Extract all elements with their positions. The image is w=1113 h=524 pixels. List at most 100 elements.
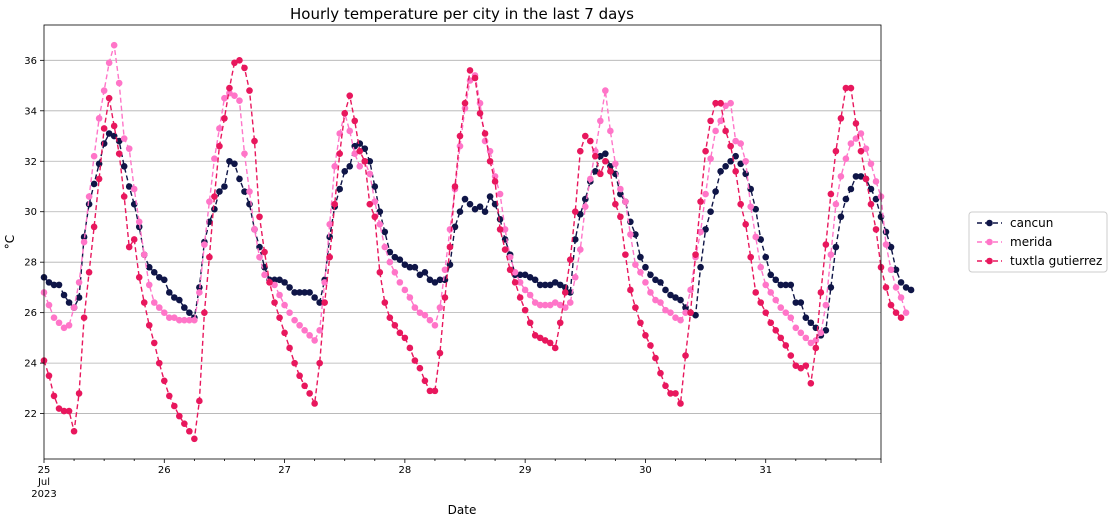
data-point (752, 289, 760, 296)
data-point (381, 243, 389, 251)
data-point (797, 329, 805, 337)
data-point (787, 281, 795, 289)
data-point (672, 294, 679, 301)
data-point (221, 115, 228, 122)
data-point (296, 321, 303, 329)
data-point (125, 183, 133, 190)
data-point (531, 299, 539, 306)
data-point (115, 79, 123, 87)
data-point (391, 268, 399, 276)
data-point (85, 193, 93, 200)
data-point (692, 311, 699, 319)
data-point (231, 160, 238, 168)
data-point (832, 200, 840, 208)
data-point (301, 289, 308, 296)
legend-marker (986, 219, 993, 227)
data-point (326, 253, 333, 261)
data-point (857, 147, 865, 155)
data-point (216, 125, 223, 132)
data-point (241, 188, 248, 195)
data-point (887, 266, 895, 274)
data-point (45, 372, 53, 380)
data-point (346, 163, 354, 170)
data-point (566, 256, 574, 263)
data-point (782, 342, 790, 349)
legend-item: cancun (977, 216, 1053, 230)
data-point (426, 316, 434, 324)
data-point (767, 289, 775, 296)
data-point (451, 223, 459, 231)
data-point (832, 147, 840, 155)
data-point (401, 334, 409, 342)
data-point (281, 301, 288, 309)
data-point (181, 316, 188, 324)
data-point (702, 147, 709, 155)
data-point (657, 299, 664, 306)
data-point (70, 304, 78, 311)
data-point (647, 342, 654, 349)
data-point (135, 218, 143, 226)
data-point (707, 155, 714, 163)
data-point (276, 276, 283, 284)
data-point (882, 284, 890, 291)
data-point (602, 87, 609, 94)
data-point (536, 334, 544, 342)
data-point (617, 213, 624, 221)
data-point (822, 327, 830, 334)
data-point (50, 281, 58, 289)
data-point (852, 173, 860, 180)
data-point (832, 243, 840, 251)
data-point (762, 253, 770, 261)
data-point (581, 132, 589, 140)
data-point (692, 251, 699, 258)
data-point (541, 337, 549, 344)
x-tick-label: 25 Jul 2023 (31, 465, 56, 500)
data-point (441, 294, 449, 301)
data-point (817, 329, 825, 337)
data-point (231, 59, 238, 67)
data-point (732, 152, 739, 160)
data-point (406, 344, 414, 352)
data-point (371, 183, 379, 190)
data-point (491, 173, 499, 180)
x-tick-label: 26 (158, 465, 171, 476)
data-point (306, 390, 313, 397)
data-point (416, 309, 424, 316)
data-point (431, 321, 439, 329)
data-point (366, 200, 374, 208)
data-point (802, 314, 810, 321)
data-point (266, 279, 273, 286)
data-point (55, 281, 63, 289)
data-point (682, 352, 689, 359)
data-point (130, 185, 138, 193)
data-point (171, 314, 178, 321)
data-point (316, 299, 323, 306)
data-point (817, 289, 825, 296)
data-point (311, 400, 318, 407)
data-point (286, 309, 293, 316)
data-point (45, 279, 53, 286)
data-point (827, 284, 835, 291)
data-point (802, 362, 810, 369)
data-point (747, 203, 754, 210)
data-point (276, 291, 283, 299)
data-point (807, 319, 815, 327)
data-point (612, 200, 619, 208)
data-point (697, 263, 704, 271)
data-point (637, 253, 644, 261)
data-point (231, 92, 238, 99)
data-point (246, 188, 253, 195)
data-point (667, 390, 674, 397)
data-point (777, 334, 785, 342)
data-point (852, 120, 860, 127)
data-point (812, 337, 820, 344)
data-point (872, 178, 880, 185)
data-point (602, 157, 609, 165)
data-point (256, 213, 263, 221)
data-point (762, 309, 770, 316)
data-point (526, 291, 534, 299)
data-point (551, 279, 559, 286)
data-point (331, 163, 338, 170)
data-point (632, 304, 639, 311)
data-point (622, 198, 629, 205)
